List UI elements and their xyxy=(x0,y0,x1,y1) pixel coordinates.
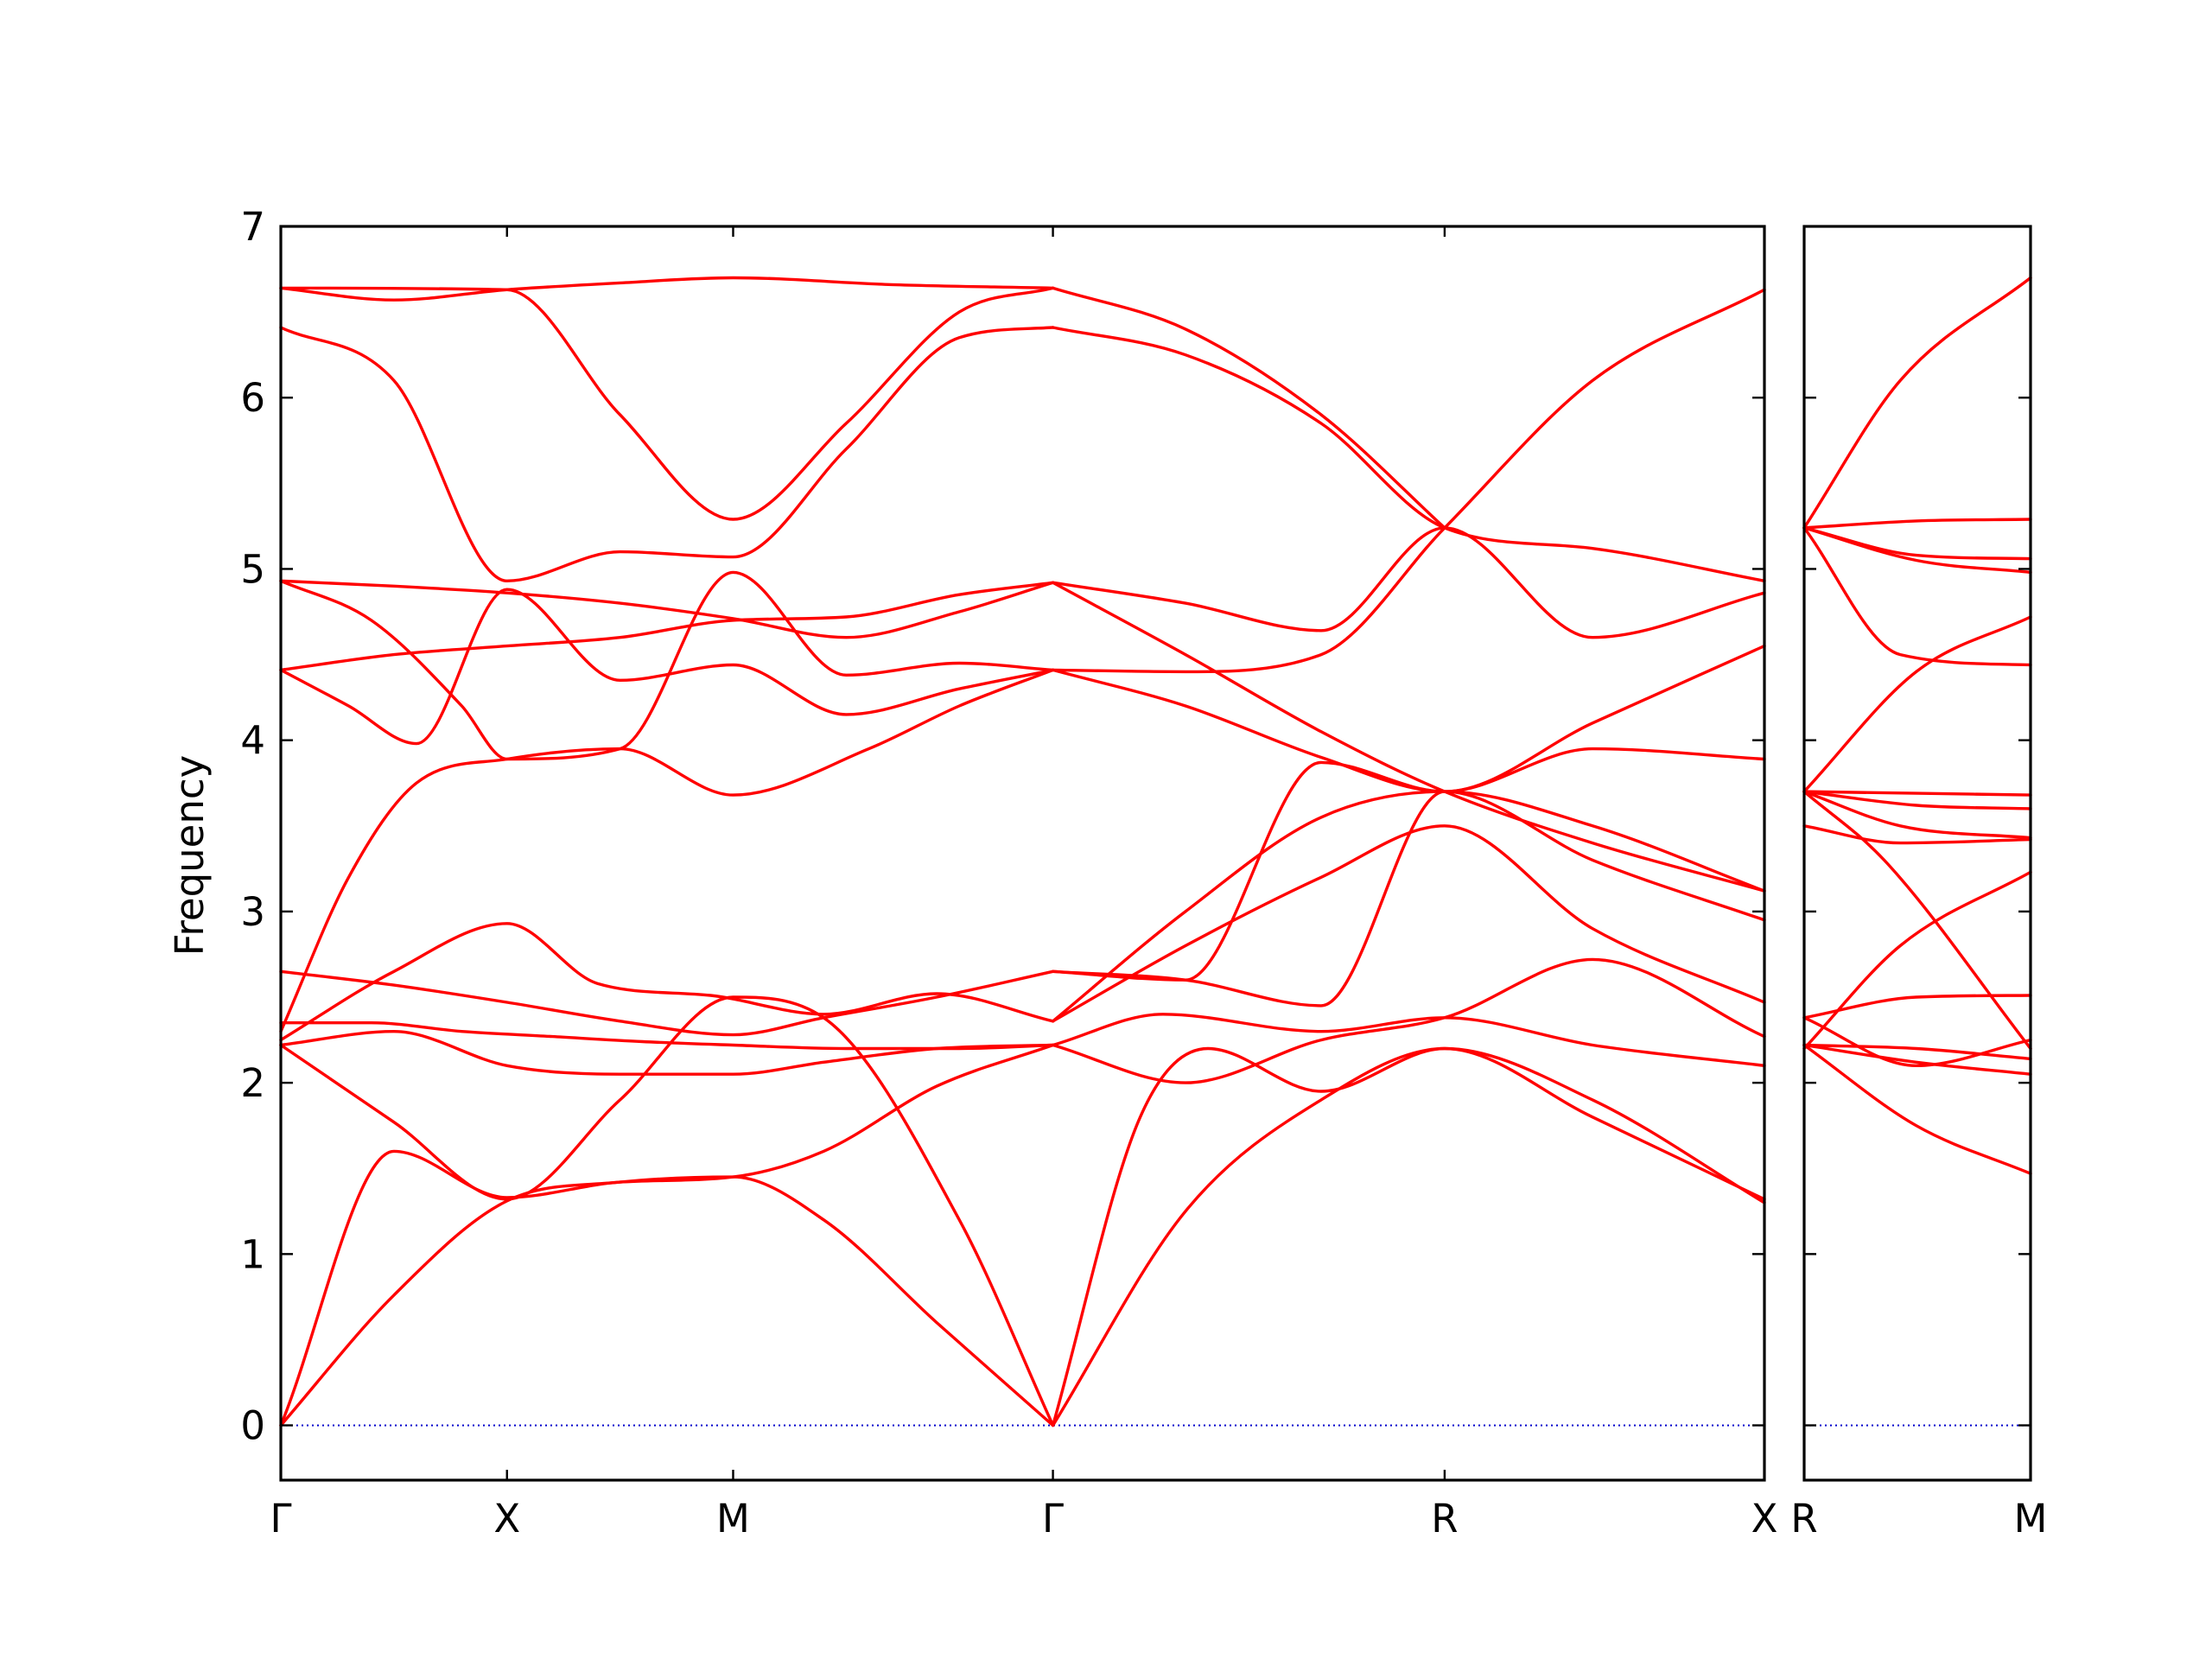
band-line xyxy=(1802,276,2032,530)
plot-frame xyxy=(1802,225,2032,1482)
band-line xyxy=(1802,615,2032,793)
band-line xyxy=(1051,790,1766,1023)
band-line xyxy=(279,286,1055,521)
band-line xyxy=(279,581,1055,672)
plot-frame xyxy=(279,225,1766,1482)
band-line xyxy=(1051,526,1766,639)
x-tick-label: R xyxy=(1431,1496,1458,1541)
band-line xyxy=(1802,994,2032,1020)
band-line xyxy=(1802,1016,2032,1067)
y-tick-label: 0 xyxy=(240,1403,265,1449)
x-tick-label: M xyxy=(716,1496,750,1541)
x-tick-label: R xyxy=(1790,1496,1817,1541)
band-line xyxy=(1802,790,2032,840)
band-line xyxy=(1051,1046,1766,1427)
band-series-group xyxy=(279,276,1766,1427)
band-line xyxy=(1051,286,1446,530)
band-line xyxy=(279,570,1055,761)
x-tick-label: M xyxy=(2014,1496,2048,1541)
band-line xyxy=(279,276,1055,302)
band-line xyxy=(1802,1043,2032,1175)
band-line xyxy=(279,969,1055,1037)
band-line xyxy=(1051,957,1766,1084)
y-tick-label: 3 xyxy=(240,889,265,935)
y-tick-label: 5 xyxy=(240,546,265,592)
band-line xyxy=(1802,790,2032,810)
band-line xyxy=(1051,824,1766,1023)
band-line xyxy=(1802,1043,2032,1076)
band-line xyxy=(1802,526,2032,575)
band-line xyxy=(1051,581,1766,893)
band-line xyxy=(279,1175,1055,1427)
y-tick-label: 7 xyxy=(240,204,265,250)
band-line xyxy=(1802,518,2032,530)
band-line xyxy=(1051,326,1766,582)
y-axis-label: Frequency xyxy=(167,755,213,956)
band-line xyxy=(1051,288,1766,674)
band-line xyxy=(1802,1043,2032,1061)
x-tick-label: X xyxy=(1751,1496,1778,1541)
y-tick-label: 4 xyxy=(240,718,265,764)
y-tick-label: 1 xyxy=(240,1231,265,1277)
band-line xyxy=(279,588,1055,746)
band-line xyxy=(1802,870,2032,1051)
band-line xyxy=(1802,790,2032,797)
x-tick-label: X xyxy=(493,1496,520,1541)
band-line xyxy=(1802,824,2032,845)
band-line xyxy=(1051,1046,1766,1427)
band-line xyxy=(279,1030,1055,1076)
band-line xyxy=(1051,1013,1766,1067)
x-tick-label: Γ xyxy=(270,1496,291,1541)
band-line xyxy=(1051,747,1766,982)
band-line xyxy=(279,922,1055,1042)
band-line xyxy=(279,579,1055,639)
band-line xyxy=(279,995,1055,1427)
band-line xyxy=(1802,526,2032,667)
y-tick-label: 2 xyxy=(240,1060,265,1106)
x-tick-label: Γ xyxy=(1042,1496,1064,1541)
band-series-group xyxy=(1802,276,2032,1175)
band-line xyxy=(279,1043,1055,1427)
y-tick-label: 6 xyxy=(240,375,265,421)
band-line xyxy=(279,326,1055,582)
band-line xyxy=(1051,644,1766,793)
panel-main: Γ X M Γ R X 0 1 2 3 4 5 6 7 xyxy=(240,204,1777,1541)
